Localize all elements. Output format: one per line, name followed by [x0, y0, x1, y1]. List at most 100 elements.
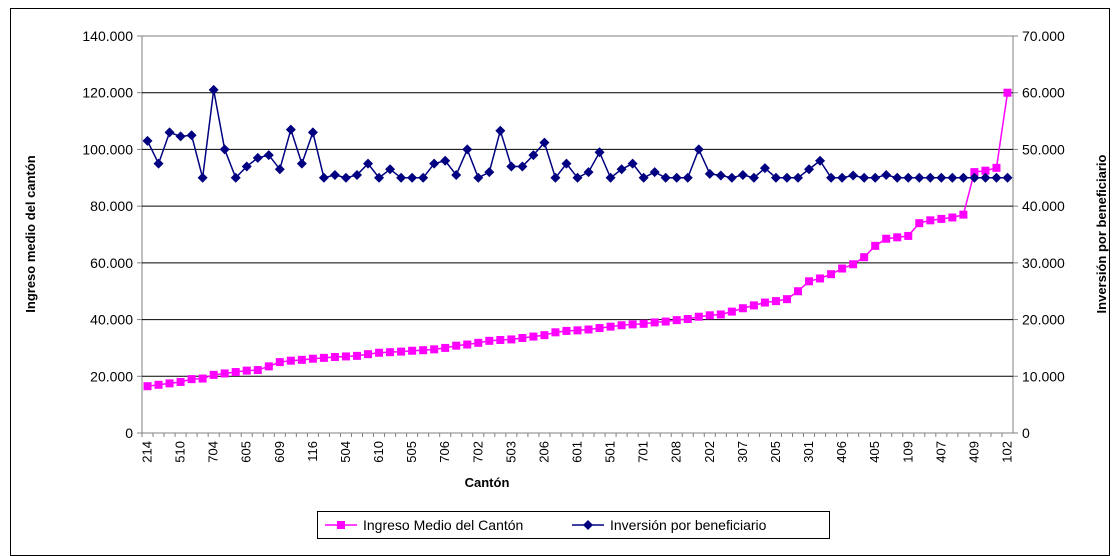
marker: [627, 158, 638, 169]
marker: [441, 343, 450, 352]
x-tick-label: 206: [536, 441, 551, 463]
marker: [682, 172, 693, 183]
marker: [551, 328, 560, 337]
marker: [198, 374, 207, 383]
marker: [407, 172, 418, 183]
x-tick-label: 610: [371, 441, 386, 463]
marker: [330, 353, 339, 362]
x-tick-label: 301: [801, 441, 816, 463]
marker: [660, 172, 671, 183]
marker: [981, 166, 990, 175]
marker: [616, 164, 627, 175]
x-tick-label: 504: [338, 441, 353, 463]
marker: [991, 172, 1002, 183]
marker: [947, 172, 958, 183]
marker: [606, 322, 615, 331]
y2-tick-label: 0: [1022, 425, 1030, 441]
marker: [452, 341, 461, 350]
marker: [550, 172, 561, 183]
marker: [209, 370, 218, 379]
marker: [220, 369, 229, 378]
marker: [693, 144, 704, 155]
x-tick-label: 405: [867, 441, 882, 463]
marker: [848, 170, 859, 181]
y-axis-label: Ingreso medio del cantón: [23, 155, 38, 313]
marker: [893, 233, 902, 242]
marker: [572, 172, 583, 183]
marker: [341, 352, 350, 361]
marker: [386, 348, 395, 357]
marker: [506, 161, 517, 172]
y2-tick-label: 50.000: [1022, 141, 1065, 157]
marker: [805, 277, 814, 286]
marker: [1002, 172, 1013, 183]
marker: [419, 346, 428, 355]
marker: [440, 155, 451, 166]
legend: [317, 511, 830, 539]
x-tick-label: 609: [272, 441, 287, 463]
marker: [253, 366, 262, 375]
marker: [462, 144, 473, 155]
marker: [197, 172, 208, 183]
x-tick-label: 102: [999, 441, 1014, 463]
marker: [650, 318, 659, 327]
marker: [969, 172, 980, 183]
marker: [275, 358, 284, 367]
legend-label: Inversión por beneficiario: [610, 517, 767, 533]
x-tick-label: 505: [404, 441, 419, 463]
y2-tick-label: 30.000: [1022, 255, 1065, 271]
marker: [672, 316, 681, 325]
marker: [142, 135, 153, 146]
y2-tick-label: 60.000: [1022, 85, 1065, 101]
y2-tick-label: 20.000: [1022, 312, 1065, 328]
y-tick-label: 20.000: [90, 368, 133, 384]
marker: [231, 368, 240, 377]
y-tick-label: 40.000: [90, 312, 133, 328]
marker: [849, 260, 858, 269]
x-tick-label: 406: [834, 441, 849, 463]
x-tick-label: 706: [437, 441, 452, 463]
marker: [726, 172, 737, 183]
marker: [781, 172, 792, 183]
marker: [176, 377, 185, 386]
marker: [914, 172, 925, 183]
marker: [430, 345, 439, 354]
marker: [175, 131, 186, 142]
marker: [716, 310, 725, 319]
x-tick-label: 701: [636, 441, 651, 463]
marker: [925, 172, 936, 183]
x-tick-label: 202: [702, 441, 717, 463]
marker: [485, 336, 494, 345]
marker: [870, 172, 881, 183]
marker: [329, 169, 340, 180]
marker: [827, 270, 836, 279]
marker: [881, 169, 892, 180]
marker: [297, 355, 306, 364]
marker: [540, 331, 549, 340]
marker: [936, 172, 947, 183]
marker: [704, 168, 715, 179]
marker: [385, 164, 396, 175]
y-tick-label: 100.000: [82, 141, 133, 157]
x-tick-label: 409: [966, 441, 981, 463]
marker: [904, 231, 913, 240]
plot-area: [141, 35, 1014, 434]
y2-tick-label: 40.000: [1022, 198, 1065, 214]
marker: [583, 520, 593, 530]
marker: [286, 356, 295, 365]
marker: [738, 304, 747, 313]
marker: [340, 172, 351, 183]
marker: [463, 340, 472, 349]
x-axis-label: Cantón: [465, 475, 510, 490]
marker: [804, 164, 815, 175]
x-tick-label: 407: [933, 441, 948, 463]
y-tick-label: 60.000: [90, 255, 133, 271]
marker: [892, 172, 903, 183]
marker: [992, 163, 1001, 172]
marker: [871, 241, 880, 250]
marker: [617, 321, 626, 330]
marker: [363, 158, 374, 169]
marker: [242, 366, 251, 375]
marker: [274, 164, 285, 175]
